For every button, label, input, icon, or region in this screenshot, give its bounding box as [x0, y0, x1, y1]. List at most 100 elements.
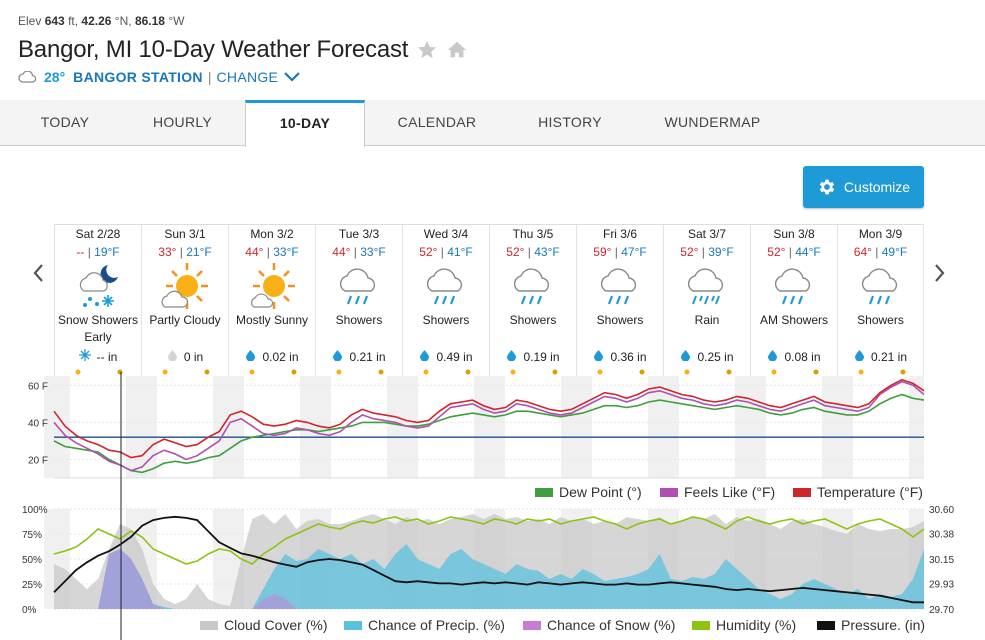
low-temp: 39°F [708, 245, 734, 259]
day-condition: Showers [335, 313, 383, 327]
high-temp: 52° [680, 245, 699, 259]
sunset-dot [204, 369, 210, 375]
day-temps: 59° | 47°F [593, 245, 647, 259]
station-row: 28° BANGOR STATION | CHANGE [18, 69, 301, 85]
day-condition: Showers [857, 313, 904, 327]
pressure-tick-label: 30.60 [929, 505, 954, 516]
sunrise-dot [336, 369, 342, 375]
day-precip: 0.25 in [664, 349, 750, 364]
precip-amount: 0.19 in [523, 349, 560, 364]
legend-label: Dew Point (°) [559, 484, 642, 500]
sunset-dot [117, 369, 123, 375]
home-icon[interactable] [446, 39, 468, 61]
tab-calendar[interactable]: CALENDAR [397, 114, 477, 130]
day-column[interactable]: Thu 3/5 52° | 43°F Showers 0.19 in [489, 225, 576, 377]
sunrise-dot [423, 369, 429, 375]
elevation-coordinates: Elev 643 ft, 42.26 °N, 86.18 °W [18, 14, 184, 28]
day-precip: -- in [55, 349, 141, 364]
high-temp: 64° [853, 245, 872, 259]
showers-icon [766, 261, 822, 311]
pressure-tick-label: 29.93 [929, 579, 954, 590]
day-column[interactable]: Mon 3/2 44° | 33°F Mostly Sunny 0.02 in [228, 225, 315, 377]
sunrise-dot [684, 369, 690, 375]
customize-label: Customize [843, 179, 911, 195]
tab-10-day[interactable]: 10-DAY [245, 100, 365, 147]
star-icon[interactable] [416, 39, 438, 61]
day-column[interactable]: Sun 3/8 52° | 44°F AM Showers 0.08 in [750, 225, 837, 377]
station-name[interactable]: BANGOR STATION [73, 69, 203, 85]
legend-swatch [793, 488, 811, 497]
day-date: Tue 3/3 [338, 227, 380, 241]
precip-amount: 0 in [183, 349, 204, 364]
lat-value: 42.26 [81, 14, 112, 28]
day-column[interactable]: Fri 3/6 59° | 47°F Showers 0.36 in [576, 225, 663, 377]
sunset-dot [900, 369, 906, 375]
day-precip: 0.02 in [229, 349, 315, 364]
tab-today[interactable]: TODAY [40, 114, 90, 130]
day-condition: Partly Cloudy [149, 313, 221, 327]
day-column[interactable]: Sun 3/1 33° | 21°F Partly Cloudy 0 in [141, 225, 228, 377]
day-temps: 44° | 33°F [245, 245, 299, 259]
prev-days-arrow[interactable] [28, 262, 48, 290]
legend-label: Chance of Snow (%) [547, 617, 675, 633]
day-condition: AM Showers [759, 313, 829, 327]
day-column[interactable]: Sat 2/28 -- | 19°F Snow Showers Early -- in [54, 225, 141, 377]
page-title: Bangor, MI 10-Day Weather Forecast [18, 36, 409, 63]
tab-hourly[interactable]: HOURLY [152, 114, 213, 130]
day-date: Mon 3/2 [250, 227, 294, 241]
high-temp: 59° [593, 245, 612, 259]
day-temps: -- | 19°F [76, 245, 120, 259]
sunrise-dot [858, 369, 864, 375]
next-days-arrow[interactable] [930, 262, 950, 290]
precip-amount: 0.21 in [870, 349, 908, 364]
day-date: Thu 3/5 [512, 227, 554, 241]
mostly-sunny-icon [244, 261, 300, 311]
day-column[interactable]: Mon 3/9 64° | 49°F Showers 0.21 in [837, 225, 924, 377]
day-condition: Showers [596, 313, 644, 327]
chevron-down-icon[interactable] [283, 71, 301, 83]
day-condition: Showers [509, 313, 557, 327]
day-precip: 0.36 in [577, 349, 663, 364]
day-date: Sat 3/7 [687, 227, 727, 241]
temp-tick-label: 20 F [28, 455, 48, 466]
pressure-tick-label: 29.70 [929, 605, 954, 616]
change-station-link[interactable]: CHANGE [216, 69, 279, 85]
high-temp: 44° [332, 245, 351, 259]
sunset-dot [465, 369, 471, 375]
sunset-dot [726, 369, 732, 375]
legend-label: Cloud Cover (%) [224, 617, 327, 633]
day-column[interactable]: Tue 3/3 44° | 33°F Showers 0.21 in [315, 225, 402, 377]
drop-icon [419, 349, 430, 364]
sunrise-dot [771, 369, 777, 375]
high-temp: 44° [245, 245, 264, 259]
temp-tick-label: 60 F [28, 381, 48, 392]
pressure-tick-label: 30.15 [929, 555, 954, 566]
precip-chance-area [54, 544, 924, 609]
high-temp: 52° [767, 245, 786, 259]
chevron-right-icon [935, 264, 945, 282]
sunset-dot [552, 369, 558, 375]
snow-chance-area [54, 549, 924, 609]
drop-icon [506, 349, 517, 364]
customize-button[interactable]: Customize [803, 166, 924, 208]
pct-tick-label: 25% [22, 580, 42, 591]
tab-wundermap[interactable]: WUNDERMAP [664, 114, 761, 130]
legend-swatch [523, 621, 541, 630]
drop-icon [245, 349, 256, 364]
tab-history[interactable]: HISTORY [538, 114, 602, 130]
day-date: Wed 3/4 [423, 227, 469, 241]
day-precip: 0 in [142, 349, 228, 364]
gear-icon [819, 179, 835, 195]
day-column[interactable]: Wed 3/4 52° | 41°F Showers 0.49 in [402, 225, 489, 377]
pressure-tick-label: 30.38 [929, 529, 954, 540]
low-temp: 21°F [186, 245, 212, 259]
showers-icon [418, 261, 474, 311]
high-temp: 52° [419, 245, 438, 259]
night-band [131, 376, 157, 478]
sunset-dot [639, 369, 645, 375]
legend-swatch [660, 488, 678, 497]
legend-label: Feels Like (°F) [684, 484, 775, 500]
drop-icon [332, 349, 343, 364]
day-condition: Showers [422, 313, 470, 327]
day-column[interactable]: Sat 3/7 52° | 39°F Rain 0.25 in [663, 225, 750, 377]
